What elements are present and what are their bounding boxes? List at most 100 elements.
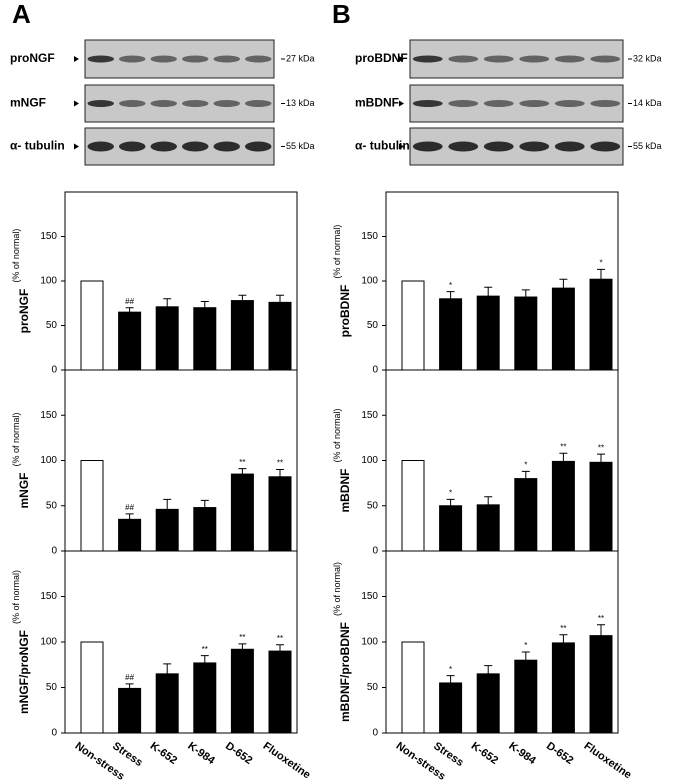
y-tick-label: 100 [361, 637, 378, 648]
x-tick-label: K-652 [148, 740, 179, 767]
blot-band [119, 141, 146, 152]
blot-band [213, 100, 240, 107]
significance-mark: ## [125, 673, 134, 682]
error-bar [276, 469, 284, 477]
bar [230, 300, 254, 371]
blot-band [213, 55, 240, 63]
y-tick-label: 0 [372, 365, 378, 376]
blot-band [119, 100, 146, 107]
bar [551, 460, 575, 552]
y-axis-unit: (% of normal) [11, 570, 21, 624]
significance-mark: ** [598, 614, 604, 623]
blot-band [119, 55, 146, 63]
y-tick-label: 50 [46, 500, 58, 511]
y-axis-label: proBDNF (% of normal) [332, 225, 352, 338]
blot-arrow [399, 143, 404, 150]
bar [401, 280, 425, 371]
significance-mark: ** [277, 459, 283, 468]
blot-label: mBDNF [355, 96, 399, 110]
blot-band [519, 141, 550, 152]
blot-band [448, 100, 479, 107]
y-tick-label: 150 [361, 591, 378, 602]
blot-band [554, 100, 585, 107]
blot-band [182, 141, 209, 152]
error-bar [163, 663, 172, 674]
y-tick-label: 0 [51, 728, 57, 739]
error-bar [597, 624, 605, 636]
error-bar [521, 651, 530, 661]
x-tick-label: K-984 [185, 740, 217, 768]
blot-band [87, 55, 114, 63]
panel-letter: B [332, 0, 351, 29]
kda-label: 55 kDa [633, 141, 662, 151]
bar [439, 298, 463, 371]
bar [193, 507, 217, 552]
y-axis-unit: (% of normal) [332, 225, 342, 279]
y-tick-label: 150 [40, 591, 57, 602]
significance-mark: * [449, 665, 452, 674]
bar [155, 306, 179, 371]
y-tick-label: 100 [361, 455, 378, 466]
bar [118, 311, 142, 371]
blot-band [150, 141, 177, 152]
y-tick-label: 50 [367, 320, 379, 331]
x-tick-label: D-652 [544, 740, 575, 767]
bar [476, 673, 500, 734]
y-axis-title: mNGF [17, 473, 31, 509]
blot-arrow [399, 100, 404, 107]
error-bar [200, 655, 209, 663]
bar [80, 280, 104, 371]
blot-band [483, 55, 514, 63]
blot-arrow [74, 56, 79, 62]
blot-arrow [74, 100, 79, 107]
bar [155, 673, 179, 734]
bar [514, 296, 538, 371]
blot-box [84, 84, 275, 123]
y-tick-label: 50 [46, 682, 58, 693]
bar [514, 478, 538, 552]
error-bar [125, 307, 134, 313]
error-bar [484, 665, 493, 674]
significance-mark: ## [125, 503, 134, 512]
y-tick-label: 0 [51, 546, 57, 557]
panel-letter: A [12, 0, 31, 29]
significance-mark: * [599, 259, 602, 268]
kda-label: 55 kDa [286, 141, 315, 151]
error-bar [484, 496, 493, 505]
y-tick-label: 100 [40, 637, 57, 648]
bar [589, 461, 613, 552]
blot-band [245, 55, 272, 63]
y-axis-unit: (% of normal) [332, 408, 342, 462]
blot-band [590, 55, 621, 63]
significance-mark: ## [125, 297, 134, 306]
y-tick-label: 50 [367, 682, 379, 693]
error-bar [446, 291, 455, 299]
blot-band [590, 141, 621, 152]
y-tick-label: 150 [361, 410, 378, 421]
y-axis-title: mBDNF/proBDNF [338, 622, 352, 722]
bar [476, 504, 500, 552]
bar [230, 648, 254, 734]
kda-label: 14 kDa [633, 98, 662, 108]
blot-band [182, 100, 209, 107]
significance-mark: * [449, 281, 452, 290]
blot-band [519, 100, 550, 107]
blot-label: α- tubulin [10, 139, 65, 153]
bar [589, 278, 613, 371]
blot-band [213, 141, 240, 152]
blot-band [519, 55, 550, 63]
significance-mark: ** [560, 624, 566, 633]
y-axis-unit: (% of normal) [11, 412, 21, 466]
blot-label: proBDNF [355, 51, 408, 65]
blot-arrow [399, 56, 404, 62]
significance-mark: ** [560, 442, 566, 451]
blot-band [448, 55, 479, 63]
y-tick-label: 100 [40, 276, 57, 287]
blot-box [84, 39, 275, 79]
blot-band [412, 100, 443, 107]
error-bar [521, 470, 530, 479]
error-bar [125, 683, 134, 689]
y-axis-title: proNGF [17, 289, 31, 334]
significance-mark: * [449, 489, 452, 498]
bar [551, 287, 575, 371]
